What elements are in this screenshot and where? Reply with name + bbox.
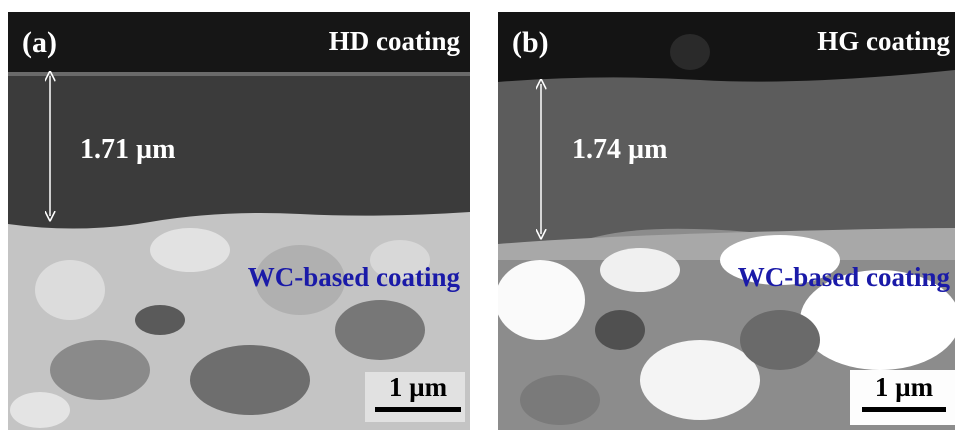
scale-bar [375, 407, 461, 412]
scale-bar [862, 407, 946, 412]
substrate-label: WC-based coating [738, 262, 951, 292]
panel-b-image [495, 12, 955, 430]
coating-name: HG coating [817, 26, 950, 56]
scale-bar-label: 1 µm [875, 372, 934, 402]
panel-label: (b) [512, 26, 549, 59]
scale-bar-label: 1 µm [389, 372, 448, 402]
panel-label: (a) [22, 26, 57, 59]
substrate-label: WC-based coating [248, 262, 461, 292]
thickness-label: 1.71 µm [80, 134, 175, 165]
coating-name: HD coating [329, 26, 461, 56]
panel-a-image [8, 12, 470, 430]
figure: (a) HD coating 1.71 µm WC-based coating … [0, 0, 955, 430]
thickness-label: 1.74 µm [572, 134, 667, 165]
